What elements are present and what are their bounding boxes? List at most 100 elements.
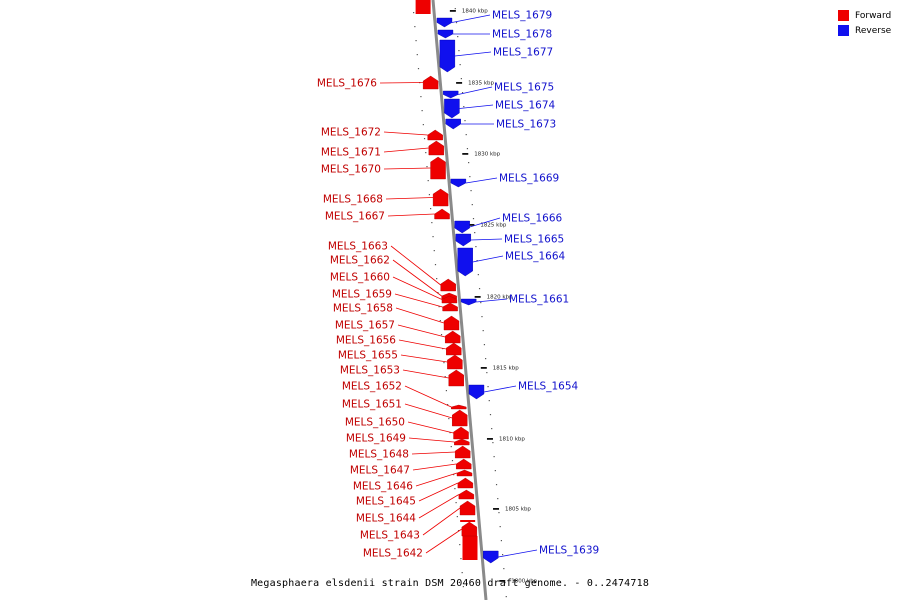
gene-connector [469, 217, 501, 228]
minor-tick-right [474, 232, 476, 234]
forward-gene-box [448, 369, 464, 387]
gene-connector [483, 385, 517, 393]
minor-tick-left [460, 558, 462, 560]
minor-tick-left [456, 516, 458, 518]
forward-gene-box [461, 521, 478, 537]
reverse-gene-box [454, 220, 470, 234]
minor-tick-right [468, 162, 470, 164]
major-tick [449, 10, 456, 12]
minor-tick-left [459, 544, 461, 546]
gene-label: MELS_1651 [342, 399, 402, 411]
gene-label: MELS_1655 [338, 350, 398, 362]
reverse-gene-box [460, 298, 477, 306]
gene-label: MELS_1646 [353, 481, 413, 493]
minor-tick-left [439, 320, 441, 322]
gene-connector [425, 528, 463, 554]
reverse-gene-box [483, 550, 499, 564]
minor-tick-left [448, 418, 450, 420]
forward-gene-box [446, 342, 462, 356]
legend-forward-label: Forward [855, 10, 892, 21]
forward-gene-box [454, 445, 471, 459]
major-tick [468, 224, 475, 226]
major-tick [480, 367, 487, 369]
gene-label: MELS_1649 [346, 433, 406, 445]
gene-label: MELS_1675 [494, 82, 554, 94]
tick-label: 1825 kbp [480, 223, 506, 229]
legend-reverse-label: Reverse [855, 25, 892, 36]
forward-gene-box [458, 489, 475, 500]
gene-label: MELS_1653 [340, 365, 400, 377]
minor-tick-right [458, 50, 460, 52]
gene-connector [383, 147, 429, 153]
gene-label: MELS_1668 [323, 194, 383, 206]
forward-gene-box [456, 469, 473, 477]
legend-reverse: Reverse [838, 23, 891, 38]
gene-connector [498, 549, 538, 558]
gene-connector [402, 369, 449, 379]
minor-tick-right [465, 134, 467, 136]
tick-label: 1840 kbp [462, 9, 488, 15]
minor-tick-left [423, 138, 426, 140]
minor-tick-right [481, 316, 483, 318]
minor-tick-right [505, 596, 507, 598]
minor-tick-left [455, 502, 457, 504]
minor-tick-right [485, 358, 487, 360]
reverse-gene-box [442, 90, 459, 99]
genome-backbone [431, 0, 488, 600]
gene-label: MELS_1658 [333, 303, 393, 315]
forward-gene-box [452, 409, 468, 427]
gene-label: MELS_1669 [499, 173, 559, 185]
gene-label: MELS_1674 [495, 100, 555, 112]
minor-tick-right [491, 428, 493, 430]
minor-tick-right [499, 526, 501, 528]
gene-connector [398, 339, 447, 350]
gene-connector [451, 14, 491, 23]
minor-tick-right [494, 470, 496, 472]
gene-label: MELS_1670 [321, 164, 381, 176]
forward-gene-box [460, 520, 476, 522]
reverse-gene-box [445, 118, 461, 130]
gene-label: MELS_1678 [492, 29, 552, 41]
minor-tick-right [503, 568, 505, 570]
gene-connector [412, 463, 457, 471]
minor-tick-left [453, 474, 455, 476]
tick-label: 1815 kbp [493, 366, 519, 372]
minor-tick-left [421, 110, 423, 112]
minor-tick-left [440, 334, 443, 336]
forward-gene-box [462, 536, 478, 560]
gene-label: MELS_1662 [330, 255, 390, 267]
minor-tick-left [447, 404, 449, 406]
reverse-swatch [838, 25, 849, 36]
minor-tick-right [460, 78, 462, 80]
minor-tick-left [449, 432, 451, 434]
gene-label: MELS_1644 [356, 513, 416, 525]
legend: Forward Reverse [838, 8, 891, 38]
gene-connector [400, 354, 448, 363]
minor-tick-right [475, 246, 477, 248]
minor-tick-left [444, 376, 446, 378]
major-tick [462, 153, 469, 155]
gene-connector [383, 167, 431, 170]
minor-tick-right [497, 498, 499, 500]
gene-connector [379, 82, 424, 84]
gene-connector [404, 385, 452, 408]
gene-label: MELS_1656 [336, 335, 396, 347]
gene-connector [418, 494, 460, 519]
minor-tick-right [502, 554, 504, 556]
minor-tick-left [413, 12, 415, 14]
minor-tick-right [470, 190, 472, 192]
reverse-gene-box [457, 247, 473, 277]
minor-tick-left [428, 194, 431, 196]
gene-label: MELS_1663 [328, 241, 388, 253]
gene-connector [387, 213, 435, 217]
gene-label: MELS_1643 [360, 530, 420, 542]
gene-label: MELS_1657 [335, 320, 395, 332]
minor-tick-left [433, 250, 435, 252]
forward-gene-box [434, 208, 450, 220]
major-tick [486, 438, 493, 440]
tick-label: 1830 kbp [474, 152, 500, 158]
minor-tick-right [482, 330, 484, 332]
gene-label: MELS_1672 [321, 127, 381, 139]
gene-connector [383, 131, 428, 136]
